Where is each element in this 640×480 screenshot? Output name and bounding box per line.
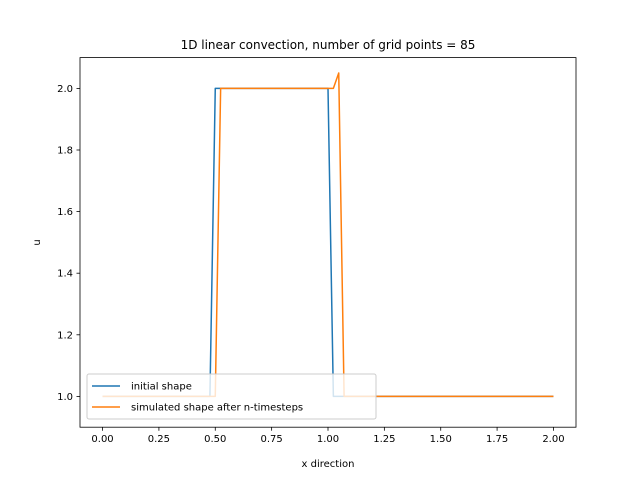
y-tick-label: 1.4 [57, 269, 73, 280]
y-tick-label: 1.6 [57, 207, 73, 218]
x-tick-label: 2.00 [542, 434, 564, 445]
y-tick-label: 1.8 [57, 146, 73, 157]
x-axis-label: x direction [302, 459, 355, 470]
y-axis: 1.0 1.2 1.4 1.6 1.8 2.0 [57, 84, 80, 403]
x-tick-label: 1.25 [373, 434, 395, 445]
x-tick-label: 0.50 [204, 434, 226, 445]
y-tick-label: 1.2 [57, 330, 73, 341]
legend-label-0: initial shape [131, 382, 192, 393]
x-axis: 0.00 0.25 0.50 0.75 1.00 1.25 1.50 1.75 2.00 [91, 427, 565, 445]
chart-title: 1D linear convection, number of grid poi… [181, 38, 476, 52]
x-tick-label: 1.50 [430, 434, 452, 445]
legend-box [86, 373, 377, 420]
x-tick-label: 0.25 [148, 434, 170, 445]
legend: initial shape simulated shape after n-tim… [86, 373, 377, 420]
y-axis-label: u [32, 239, 43, 245]
legend-label-1: simulated shape after n-timesteps [131, 403, 303, 414]
y-tick-label: 2.0 [57, 84, 73, 95]
x-tick-label: 0.75 [261, 434, 283, 445]
x-tick-label: 1.00 [317, 434, 339, 445]
x-tick-label: 1.75 [486, 434, 508, 445]
x-tick-label: 0.00 [91, 434, 113, 445]
y-tick-label: 1.0 [57, 392, 73, 403]
